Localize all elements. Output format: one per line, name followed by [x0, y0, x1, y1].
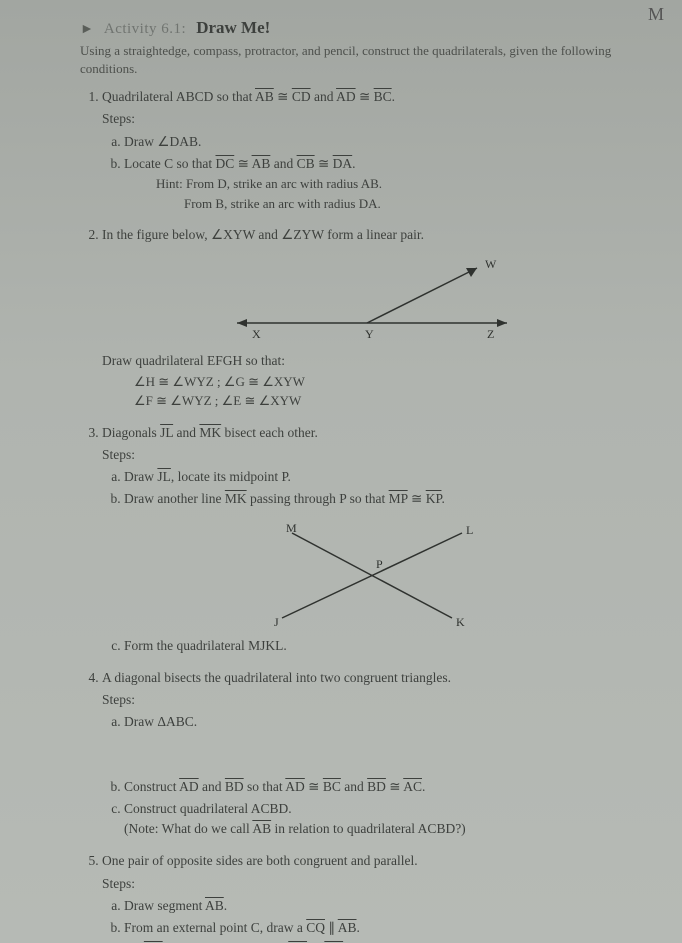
p5b-ab: AB — [338, 920, 357, 935]
problem-3: Diagonals JL and MK bisect each other. S… — [102, 423, 642, 656]
problem-list: Quadrilateral ABCD so that AB ≅ CD and A… — [80, 87, 642, 943]
label-J: J — [274, 615, 279, 628]
p3a-jl: JL — [157, 469, 171, 484]
p1-bc: BC — [374, 89, 392, 104]
activity-title: Draw Me! — [196, 18, 270, 38]
p3-step-c: Form the quadrilateral MJKL. — [124, 636, 642, 656]
p3a-lead: Draw — [124, 469, 157, 484]
p4b-ad: AD — [179, 779, 199, 794]
problem-1: Quadrilateral ABCD so that AB ≅ CD and A… — [102, 87, 642, 213]
p4-note-ab: AB — [252, 821, 271, 836]
p3-step-a: Draw JL, locate its midpoint P. — [124, 467, 642, 487]
p1-hint2: From B, strike an arc with radius DA. — [124, 194, 642, 214]
problem-4: A diagonal bisects the quadrilateral int… — [102, 668, 642, 840]
p3b-mid: passing through P so that — [247, 491, 389, 506]
p4-step-a: Draw ΔABC. — [124, 712, 642, 732]
corner-mark: M — [648, 4, 664, 25]
p3-lead-a: Diagonals — [102, 425, 160, 440]
p4-steps-cont: Construct AD and BD so that AD ≅ BC and … — [102, 777, 642, 840]
p5b-tail: . — [357, 920, 360, 935]
p1-ad: AD — [336, 89, 356, 104]
p5-step-a: Draw segment AB. — [124, 896, 642, 916]
label-Z: Z — [487, 327, 494, 341]
blank-space — [102, 735, 642, 775]
p4-step-b: Construct AD and BD so that AD ≅ BC and … — [124, 777, 642, 797]
p5a-lead: Draw segment — [124, 898, 205, 913]
p3-lead-b: bisect each other. — [225, 425, 318, 440]
p3b-lead: Draw another line — [124, 491, 225, 506]
p1b-cb: CB — [297, 156, 315, 171]
p4b-bd2: BD — [367, 779, 386, 794]
p5a-ab: AB — [205, 898, 224, 913]
p4-steps: Draw ΔABC. — [102, 712, 642, 732]
p1-lead: Quadrilateral ABCD so that — [102, 89, 255, 104]
p3-step-b: Draw another line MK passing through P s… — [124, 489, 642, 509]
p4c-text: Construct quadrilateral ACBD. — [124, 801, 292, 816]
p1b-da: DA — [333, 156, 353, 171]
p5b-mid: ∥ — [325, 920, 338, 935]
p4b-so: so that — [244, 779, 286, 794]
p1b-lead: Locate C so that — [124, 156, 215, 171]
p1b-dc: DC — [215, 156, 234, 171]
label-K: K — [456, 615, 465, 628]
p3-steps-cont: Form the quadrilateral MJKL. — [102, 636, 642, 656]
p2-line1: ∠H ≅ ∠WYZ ; ∠G ≅ ∠XYW — [102, 372, 642, 392]
label-W: W — [485, 257, 497, 271]
figure-linear-pair: W X Y Z — [217, 253, 527, 343]
p5b-lead: From an external point C, draw a — [124, 920, 306, 935]
p5b-cq: CQ — [306, 920, 325, 935]
p1-steps-label: Steps: — [102, 109, 642, 129]
label-M: M — [286, 521, 297, 535]
p3b-kp: KP — [426, 491, 442, 506]
p2-lead: In the figure below, ∠XYW and ∠ZYW form … — [102, 227, 424, 242]
p4b-ad2: AD — [285, 779, 305, 794]
p4b-ac: AC — [403, 779, 422, 794]
arrow-icon: ► — [80, 22, 94, 38]
p5-steps-label: Steps: — [102, 874, 642, 894]
p1-step-b: Locate C so that DC ≅ AB and CB ≅ DA. Hi… — [124, 154, 642, 213]
intro-text: Using a straightedge, compass, protracto… — [80, 42, 642, 77]
p4-note-lead: (Note: What do we call — [124, 821, 252, 836]
p2-line2: ∠F ≅ ∠WYZ ; ∠E ≅ ∠XYW — [102, 391, 642, 411]
p4-steps-label: Steps: — [102, 690, 642, 710]
label-Y: Y — [365, 327, 374, 341]
p3a-mid: , locate its midpoint P. — [171, 469, 291, 484]
p4b-lead: Construct — [124, 779, 179, 794]
figure-diagonals: M L P J K — [242, 518, 502, 628]
p4-note: (Note: What do we call AB in relation to… — [124, 819, 642, 839]
p3-steps: Draw JL, locate its midpoint P. Draw ano… — [102, 467, 642, 510]
p4b-bc: BC — [323, 779, 341, 794]
p1b-ab: AB — [252, 156, 271, 171]
p3b-mp: MP — [389, 491, 408, 506]
p5-steps: Draw segment AB. From an external point … — [102, 896, 642, 943]
problem-5: One pair of opposite sides are both cong… — [102, 851, 642, 943]
p1-steps: Draw ∠DAB. Locate C so that DC ≅ AB and … — [102, 132, 642, 214]
p4-step-c: Construct quadrilateral ACBD. (Note: Wha… — [124, 799, 642, 840]
p3b-mk: MK — [225, 491, 247, 506]
activity-header: ► Activity 6.1: Draw Me! — [80, 18, 642, 38]
p1-cd: CD — [292, 89, 311, 104]
p1-step-a: Draw ∠DAB. — [124, 132, 642, 152]
p5-step-b: From an external point C, draw a CQ ∥ AB… — [124, 918, 642, 938]
worksheet-page: M ► Activity 6.1: Draw Me! Using a strai… — [0, 0, 682, 943]
p1-hint1: Hint: From D, strike an arc with radius … — [124, 174, 642, 194]
label-P: P — [376, 557, 383, 571]
p4-note-tail: in relation to quadrilateral ACBD?) — [271, 821, 466, 836]
p5a-tail: . — [224, 898, 227, 913]
p2-draw: Draw quadrilateral EFGH so that: — [102, 351, 642, 371]
activity-label: Activity 6.1: — [104, 21, 186, 38]
problem-2: In the figure below, ∠XYW and ∠ZYW form … — [102, 225, 642, 411]
p3-jl: JL — [160, 425, 173, 440]
p3-steps-label: Steps: — [102, 445, 642, 465]
p4b-bd: BD — [225, 779, 244, 794]
label-L: L — [466, 523, 473, 537]
p1-ab: AB — [255, 89, 274, 104]
label-X: X — [252, 327, 261, 341]
p4-lead: A diagonal bisects the quadrilateral int… — [102, 670, 451, 685]
p3-mk: MK — [199, 425, 221, 440]
p5-lead: One pair of opposite sides are both cong… — [102, 853, 418, 868]
p4b-mid: and — [199, 779, 225, 794]
